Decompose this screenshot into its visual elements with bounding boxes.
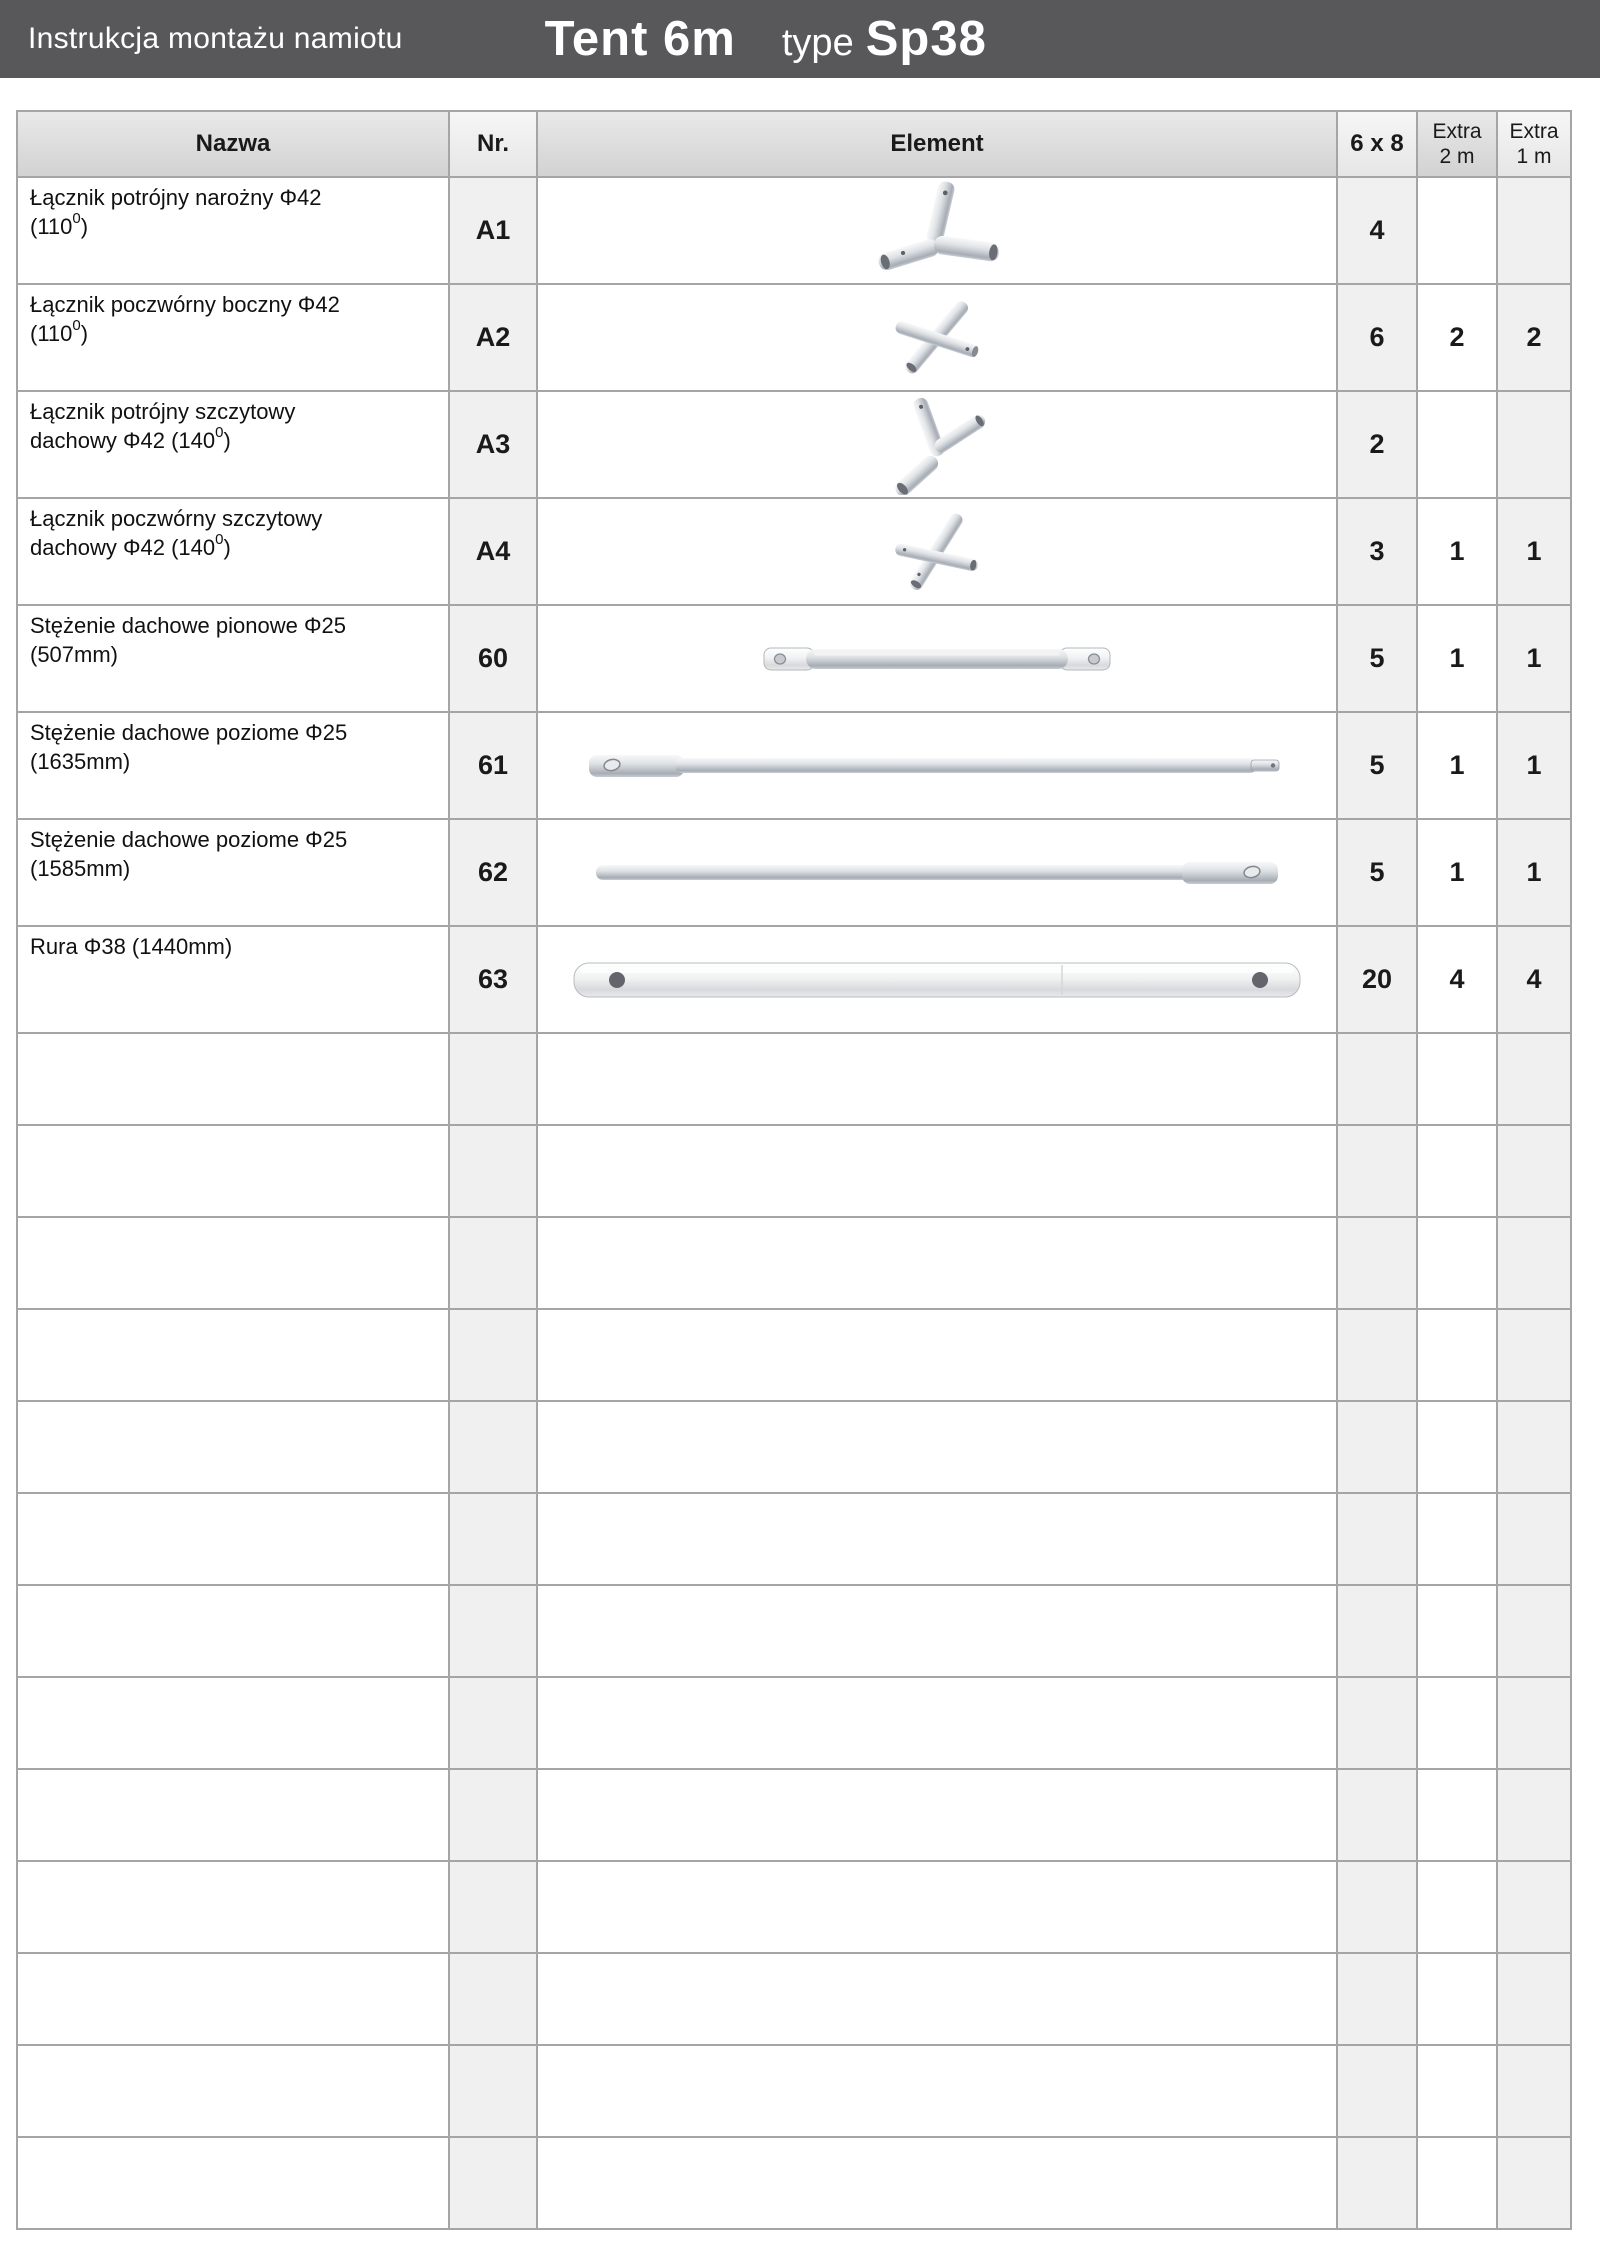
part-element-cell <box>536 818 1338 927</box>
empty-table-row <box>16 2136 1572 2230</box>
qty-extra-2m-cell: 4 <box>1416 925 1498 1034</box>
qty-extra-2m-cell <box>1416 390 1498 499</box>
part-element-cell <box>536 925 1338 1034</box>
column-header-nr: Nr. <box>448 110 538 178</box>
part-element-cell <box>536 711 1338 820</box>
empty-table-row <box>16 1400 1572 1494</box>
empty-table-row <box>16 1860 1572 1954</box>
qty-extra-1m-cell: 1 <box>1496 711 1572 820</box>
qty-extra-1m-cell: 2 <box>1496 283 1572 392</box>
part-nr-cell: 62 <box>448 818 538 927</box>
qty-extra-1m-cell: 1 <box>1496 604 1572 713</box>
table-row: Łącznik poczwórny boczny Φ42 (1100) A2 6… <box>16 283 1572 392</box>
part-name-cell: Łącznik poczwórny szczytowy dachowy Φ42 … <box>16 497 450 606</box>
qty-6x8-cell: 4 <box>1336 176 1418 285</box>
qty-extra-2m-cell: 1 <box>1416 604 1498 713</box>
product-title: Tent 6m <box>544 12 736 66</box>
part-name-cell: Stężenie dachowe poziome Φ25 (1585mm) <box>16 818 450 927</box>
type-value: Sp38 <box>865 12 987 66</box>
column-header-extra-1m: Extra 1 m <box>1496 110 1572 178</box>
qty-extra-2m-cell: 1 <box>1416 711 1498 820</box>
table-row: Rura Φ38 (1440mm) 63 20 4 4 <box>16 925 1572 1034</box>
table-row: Łącznik potrójny szczytowy dachowy Φ42 (… <box>16 390 1572 499</box>
connector-4way-peak-image <box>894 510 980 592</box>
type-label: type Sp38 <box>782 11 987 67</box>
qty-extra-1m-cell <box>1496 176 1572 285</box>
connector-3way-corner-image <box>876 180 1001 273</box>
degree-superscript: 0 <box>72 210 81 228</box>
part-nr-cell: A1 <box>448 176 538 285</box>
part-name-cell: Łącznik potrójny narożny Φ42 (1100) <box>16 176 450 285</box>
part-name-cell: Łącznik poczwórny boczny Φ42 (1100) <box>16 283 450 392</box>
table-row: Stężenie dachowe poziome Φ25 (1585mm) 62… <box>16 818 1572 927</box>
tube-38-image <box>573 961 1301 998</box>
empty-table-row <box>16 1124 1572 1218</box>
qty-extra-2m-cell <box>1416 176 1498 285</box>
empty-table-row <box>16 1584 1572 1678</box>
degree-superscript: 0 <box>72 317 81 335</box>
parts-table: Nazwa Nr. Element 6 x 8 Extra 2 m Extra … <box>16 110 1572 2230</box>
column-header-6x8: 6 x 8 <box>1336 110 1418 178</box>
qty-extra-1m-cell: 1 <box>1496 818 1572 927</box>
table-row: Łącznik poczwórny szczytowy dachowy Φ42 … <box>16 497 1572 606</box>
empty-table-row <box>16 1952 1572 2046</box>
empty-table-row <box>16 1032 1572 1126</box>
roof-brace-horizontal-1585-image <box>595 860 1279 885</box>
part-name-cell: Rura Φ38 (1440mm) <box>16 925 450 1034</box>
column-header-extra-2m: Extra 2 m <box>1416 110 1498 178</box>
part-nr-cell: A4 <box>448 497 538 606</box>
table-row: Stężenie dachowe poziome Φ25 (1635mm) 61… <box>16 711 1572 820</box>
qty-6x8-cell: 2 <box>1336 390 1418 499</box>
part-nr-cell: 63 <box>448 925 538 1034</box>
part-element-cell <box>536 283 1338 392</box>
connector-4way-side-image <box>893 298 981 376</box>
empty-table-row <box>16 1768 1572 1862</box>
empty-table-row <box>16 1216 1572 1310</box>
qty-6x8-cell: 5 <box>1336 818 1418 927</box>
part-name-cell: Łącznik potrójny szczytowy dachowy Φ42 (… <box>16 390 450 499</box>
parts-table-header: Nazwa Nr. Element 6 x 8 Extra 2 m Extra … <box>16 110 1572 178</box>
table-row: Stężenie dachowe pionowe Φ25 (507mm) 60 … <box>16 604 1572 713</box>
qty-6x8-cell: 3 <box>1336 497 1418 606</box>
qty-extra-2m-cell: 1 <box>1416 818 1498 927</box>
document-title: Instrukcja montażu namiotu <box>28 22 403 55</box>
part-nr-cell: A2 <box>448 283 538 392</box>
part-name-cell: Stężenie dachowe poziome Φ25 (1635mm) <box>16 711 450 820</box>
part-element-cell <box>536 604 1338 713</box>
part-nr-cell: 60 <box>448 604 538 713</box>
qty-extra-2m-cell: 2 <box>1416 283 1498 392</box>
degree-superscript: 0 <box>215 531 224 549</box>
roof-brace-vertical-image <box>763 646 1111 671</box>
part-element-cell <box>536 497 1338 606</box>
column-header-element: Element <box>536 110 1338 178</box>
empty-table-row <box>16 1492 1572 1586</box>
qty-6x8-cell: 5 <box>1336 604 1418 713</box>
qty-6x8-cell: 20 <box>1336 925 1418 1034</box>
empty-table-row <box>16 1308 1572 1402</box>
qty-extra-2m-cell: 1 <box>1416 497 1498 606</box>
column-header-nazwa: Nazwa <box>16 110 450 178</box>
part-element-cell <box>536 390 1338 499</box>
degree-superscript: 0 <box>215 424 224 442</box>
qty-6x8-cell: 6 <box>1336 283 1418 392</box>
roof-brace-horizontal-1635-image <box>588 753 1280 778</box>
qty-6x8-cell: 5 <box>1336 711 1418 820</box>
table-row: Łącznik potrójny narożny Φ42 (1100) A1 4 <box>16 176 1572 285</box>
qty-extra-1m-cell <box>1496 390 1572 499</box>
part-name-cell: Stężenie dachowe pionowe Φ25 (507mm) <box>16 604 450 713</box>
qty-extra-1m-cell: 4 <box>1496 925 1572 1034</box>
empty-table-row <box>16 2044 1572 2138</box>
connector-3way-peak-image <box>891 395 988 495</box>
type-word: type <box>781 22 854 64</box>
qty-extra-1m-cell: 1 <box>1496 497 1572 606</box>
part-nr-cell: A3 <box>448 390 538 499</box>
part-nr-cell: 61 <box>448 711 538 820</box>
part-element-cell <box>536 176 1338 285</box>
empty-table-row <box>16 1676 1572 1770</box>
title-bar: Instrukcja montażu namiotu Tent 6m type … <box>0 0 1600 78</box>
